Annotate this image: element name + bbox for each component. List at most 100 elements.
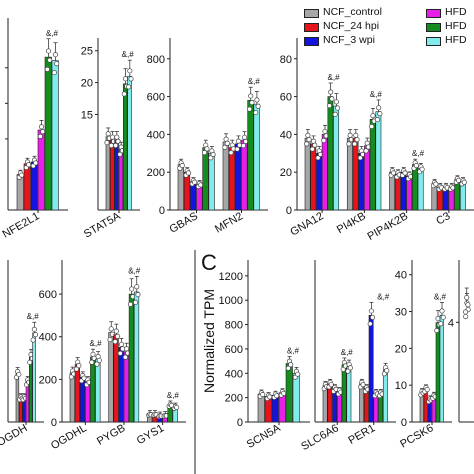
x-tick-label-stat5a: STAT5A [82,210,123,241]
bar-nfe2l1-s6 [51,60,59,211]
significance-label: &,# [27,312,40,321]
bar-pcsk6-s5 [435,322,440,423]
legend-label: NCF_24 hpi [323,20,380,32]
replicate-point [352,141,358,147]
replicate-point [45,48,52,54]
replicate-point [419,166,425,172]
bar-pi4kb-s2 [352,137,359,211]
replicate-point [322,128,328,134]
bar-pip4k2b-s2 [394,173,401,211]
replicate-point [37,133,43,139]
y-tick-label: 0 [51,417,57,429]
bar-ogdhl-s4 [85,381,91,423]
replicate-point [315,155,321,161]
legend-swatch [304,37,319,46]
significance-label: &,# [412,149,425,158]
legend: NCF_control NCF_24 hpi NCF_3 wpi HFD HFD… [304,6,474,50]
legend-swatch [304,23,319,32]
replicate-point [117,151,123,157]
replicate-point [295,371,301,377]
replicate-point [353,132,359,138]
replicate-point [367,321,373,327]
bar-ogdh-s5 [29,356,33,423]
replicate-point [133,299,139,305]
replicate-point [461,179,467,185]
replicate-point [40,129,46,135]
legend-swatch [304,9,319,18]
x-tick-label-gys1: GYS1 [135,422,166,447]
replicate-point [255,103,261,109]
significance-label: &,# [328,73,341,82]
replicate-point [234,146,240,152]
replicate-point [222,144,228,150]
replicate-point [370,113,376,119]
y-tick-label: 30 [395,307,407,319]
replicate-point [346,141,352,147]
replicate-point [253,110,259,116]
bar-mfn2-s4 [241,139,248,211]
legend-swatch [426,23,441,32]
significance-label: &,# [248,77,261,86]
replicate-point [464,295,470,301]
replicate-point [73,366,80,372]
bar-stat5a-s4 [118,149,124,211]
replicate-point [247,106,253,112]
replicate-point [107,337,113,343]
y-tick-label: 20 [280,167,292,179]
significance-label: &,# [128,266,141,275]
bar-nfe2l1-s4 [37,129,45,211]
bar-stat5a-s5 [123,83,128,211]
replicate-point [369,123,375,130]
replicate-point [243,138,249,145]
replicate-point [122,76,129,82]
y-tick-label: 400 [147,129,165,141]
replicate-point [118,341,124,347]
chart-panel-3: 0 200 400 600 800 GBAS &,# MFN2 [147,38,268,236]
y-tick-label: 40 [280,129,292,141]
bar-mfn2-s1 [222,141,229,211]
replicate-point [31,326,37,332]
replicate-point [202,150,208,156]
significance-label: &,# [341,348,354,357]
replicate-point [328,89,334,95]
chart-panel-4: 0 20 40 60 80 &,# GNA12 &,# PI4KB &,# PIP4K2B C3 [280,38,474,243]
chart-panel-1: &,# NFE2L1 [1,18,68,241]
y-tick-label: 600 [225,344,243,356]
bar-pygb-s6 [133,291,140,423]
bar-nfe2l1-s3 [30,161,38,211]
replicate-point [108,142,114,149]
chart-panel-5: &,# OGDH [0,260,44,449]
replicate-point [384,368,390,374]
bar-per1-s1 [359,383,365,423]
significance-label: &,# [377,292,390,301]
x-tick-label-slc6a6: SLC6A6 [299,422,340,453]
x-tick-label-per1: PER1 [346,422,377,447]
chart-panel-8: &,# SLC6A6 &,# PER1 [299,260,396,453]
replicate-point [47,57,53,63]
x-tick-label-pi4kb: PI4KB [335,210,368,236]
replicate-point [224,140,230,146]
y-tick-label: 1000 [219,295,243,307]
y-tick-label: 200 [147,167,165,179]
replicate-point [16,371,22,377]
replicate-point [76,363,82,369]
replicate-point [439,308,445,314]
bar-gbas-s1 [177,164,184,211]
legend-label: HFD [445,20,467,32]
replicate-point [374,117,380,123]
replicate-point [326,103,333,109]
replicate-point [321,137,327,143]
significance-label: &,# [90,339,103,348]
replicate-point [52,52,59,58]
replicate-point [114,134,120,140]
bar-per1-s6 [382,369,388,423]
replicate-point [44,66,50,72]
replicate-point [274,393,280,399]
replicate-point [402,170,408,176]
legend-label: HFD [445,34,467,46]
legend-label: NCF_3 wpi [323,34,375,46]
replicate-point [19,172,25,178]
replicate-point [105,131,111,137]
bar-scn5a-s5 [285,363,293,423]
